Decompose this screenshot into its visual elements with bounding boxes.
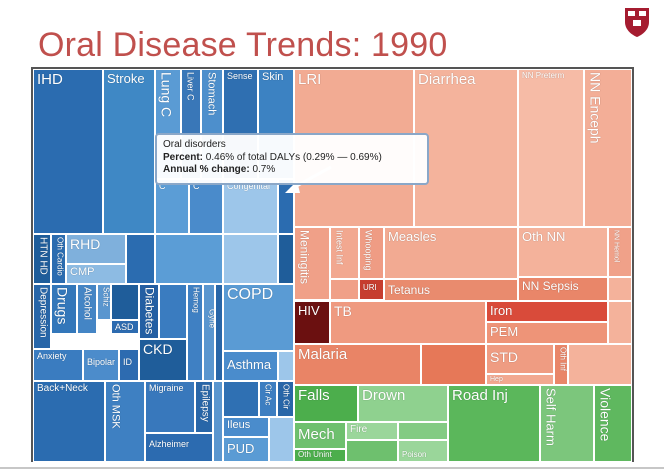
cell-oral-disorders[interactable] — [278, 234, 294, 284]
cell-whooping[interactable]: Whooping — [359, 227, 384, 279]
cell-anxiety[interactable]: Anxiety — [33, 349, 83, 381]
tooltip-percent-row: Percent: 0.46% of total DALYs (0.29% — 0… — [163, 152, 421, 165]
cell-rhd[interactable]: RHD — [66, 234, 126, 264]
cell-epilepsy[interactable]: Epilepsy — [195, 381, 213, 433]
cell-cir-ac[interactable]: Cir Ac — [259, 381, 277, 417]
tooltip-percent-value: 0.46% of total DALYs (0.29% — 0.69%) — [205, 151, 382, 163]
tooltip-change-value: 0.7% — [252, 164, 276, 175]
cell-falls[interactable]: Falls — [294, 385, 358, 422]
cell-cmp[interactable]: CMP — [66, 264, 126, 284]
cell-hep[interactable]: Hep — [486, 374, 554, 385]
cell-ckd[interactable]: CKD — [139, 339, 187, 381]
cell-meningitis[interactable]: Meningitis — [294, 227, 330, 300]
cell-poison[interactable]: Poison — [398, 440, 448, 462]
cell-inj-grid[interactable] — [398, 422, 448, 440]
cell-iron[interactable]: Iron — [486, 301, 608, 322]
cell-inf-small[interactable] — [568, 344, 632, 385]
cell-diarrhea[interactable]: Diarrhea — [414, 69, 518, 227]
cell-diabetes[interactable]: Diabetes — [139, 284, 159, 339]
cell-nn-hemol[interactable]: NN Hemol — [608, 227, 632, 277]
cell-ihd[interactable]: IHD — [33, 69, 103, 234]
cell-bipolar[interactable]: Bipolar — [83, 349, 119, 381]
cell-tetanus[interactable]: Tetanus — [384, 279, 518, 301]
slide-footer-divider — [0, 467, 664, 469]
cell-diab-mid[interactable] — [159, 284, 187, 339]
cell-congenital-lower[interactable] — [223, 234, 278, 284]
hover-tooltip: Oral disorders Percent: 0.46% of total D… — [155, 133, 429, 185]
cell-std[interactable]: STD — [486, 344, 554, 374]
slide-title: Oral Disease Trends: 1990 — [38, 26, 448, 64]
cell-hemog[interactable]: Hemog — [187, 284, 203, 381]
cell-oth-cardio[interactable]: Oth Cardio — [51, 234, 66, 284]
cell-depression[interactable]: Depression — [33, 284, 51, 349]
cell-urinary[interactable] — [215, 284, 223, 381]
cell-small-c2[interactable]: C — [189, 179, 223, 234]
cell-gyne[interactable]: Gyne — [203, 284, 215, 381]
cell-nutr-small[interactable] — [608, 301, 632, 344]
cell-ntd-grid[interactable] — [421, 344, 486, 385]
cell-malaria[interactable]: Malaria — [294, 344, 421, 385]
cell-measles[interactable]: Measles — [384, 227, 518, 279]
cell-nn-small[interactable] — [608, 277, 632, 301]
cell-intest-inf[interactable]: Intest Inf — [330, 227, 359, 279]
harvard-shield-icon — [625, 8, 649, 37]
cell-small-c1[interactable]: C — [155, 179, 189, 234]
cell-fire[interactable]: Fire — [346, 422, 398, 440]
cell-intest-small[interactable] — [330, 279, 359, 300]
cell-dig-small[interactable] — [269, 417, 294, 462]
cell-back-neck[interactable]: Back+Neck — [33, 381, 105, 462]
cell-migraine[interactable]: Migraine — [145, 381, 195, 433]
cell-uri[interactable]: URI — [359, 279, 384, 300]
cell-pem[interactable]: PEM — [486, 322, 608, 344]
cell-oth-cir[interactable]: Oth Cir — [277, 381, 294, 417]
cell-pud[interactable]: PUD — [223, 437, 269, 462]
cell-nn-enceph[interactable]: NN Enceph — [584, 69, 632, 227]
cell-congenital[interactable]: Congenital — [223, 179, 278, 234]
cell-hiv[interactable]: HIV — [294, 301, 330, 344]
cell-mech[interactable]: Mech — [294, 422, 346, 449]
cell-self-harm[interactable]: Self Harm — [540, 385, 594, 462]
tooltip-change-label: Annual % change: — [163, 164, 250, 175]
cell-htn-hd[interactable]: HTN HD — [33, 234, 51, 284]
cell-digestive-grid[interactable] — [223, 381, 259, 417]
cell-id[interactable]: ID — [119, 349, 139, 381]
cell-cardio-small[interactable] — [126, 234, 155, 284]
tooltip-percent-label: Percent: — [163, 151, 204, 163]
cell-drugs[interactable]: Drugs — [51, 284, 77, 334]
cell-ileus[interactable]: Ileus — [223, 417, 269, 437]
cell-road-inj[interactable]: Road Inj — [448, 385, 540, 462]
cell-alzheimer[interactable]: Alzheimer — [145, 433, 213, 462]
cell-copd[interactable]: COPD — [223, 284, 294, 351]
cell-schiz[interactable]: Schiz — [97, 284, 111, 320]
cell-alcohol[interactable]: Alcohol — [77, 284, 97, 334]
cell-resp-small[interactable] — [278, 351, 294, 381]
cell-violence[interactable]: Violence — [594, 385, 632, 462]
cell-oth-msk[interactable]: Oth MSK — [105, 381, 145, 462]
cell-inj-small[interactable] — [346, 440, 398, 462]
cell-oth-nn[interactable]: Oth NN — [518, 227, 608, 277]
cell-nn-sepsis[interactable]: NN Sepsis — [518, 277, 608, 301]
cell-stroke[interactable]: Stroke — [103, 69, 155, 234]
cell-tb[interactable]: TB — [330, 301, 486, 344]
cell-mid-grid[interactable] — [155, 234, 223, 284]
tooltip-title: Oral disorders — [163, 139, 226, 150]
cell-mental-small[interactable] — [111, 284, 139, 320]
cell-oth-inf[interactable]: Oth Inf — [554, 344, 568, 385]
cell-nn-preterm[interactable]: NN Preterm — [518, 69, 584, 227]
disease-treemap: IHD Stroke Lung C Liver C Stomach Sense … — [31, 67, 634, 462]
cell-oth-unint[interactable]: Oth Unint — [294, 449, 346, 462]
cell-drown[interactable]: Drown — [358, 385, 448, 422]
cell-neuro-small[interactable] — [213, 381, 223, 462]
tooltip-change-row: Annual % change: 0.7% — [163, 164, 421, 177]
cell-asthma[interactable]: Asthma — [223, 351, 278, 381]
cell-asd[interactable]: ASD — [111, 320, 139, 334]
